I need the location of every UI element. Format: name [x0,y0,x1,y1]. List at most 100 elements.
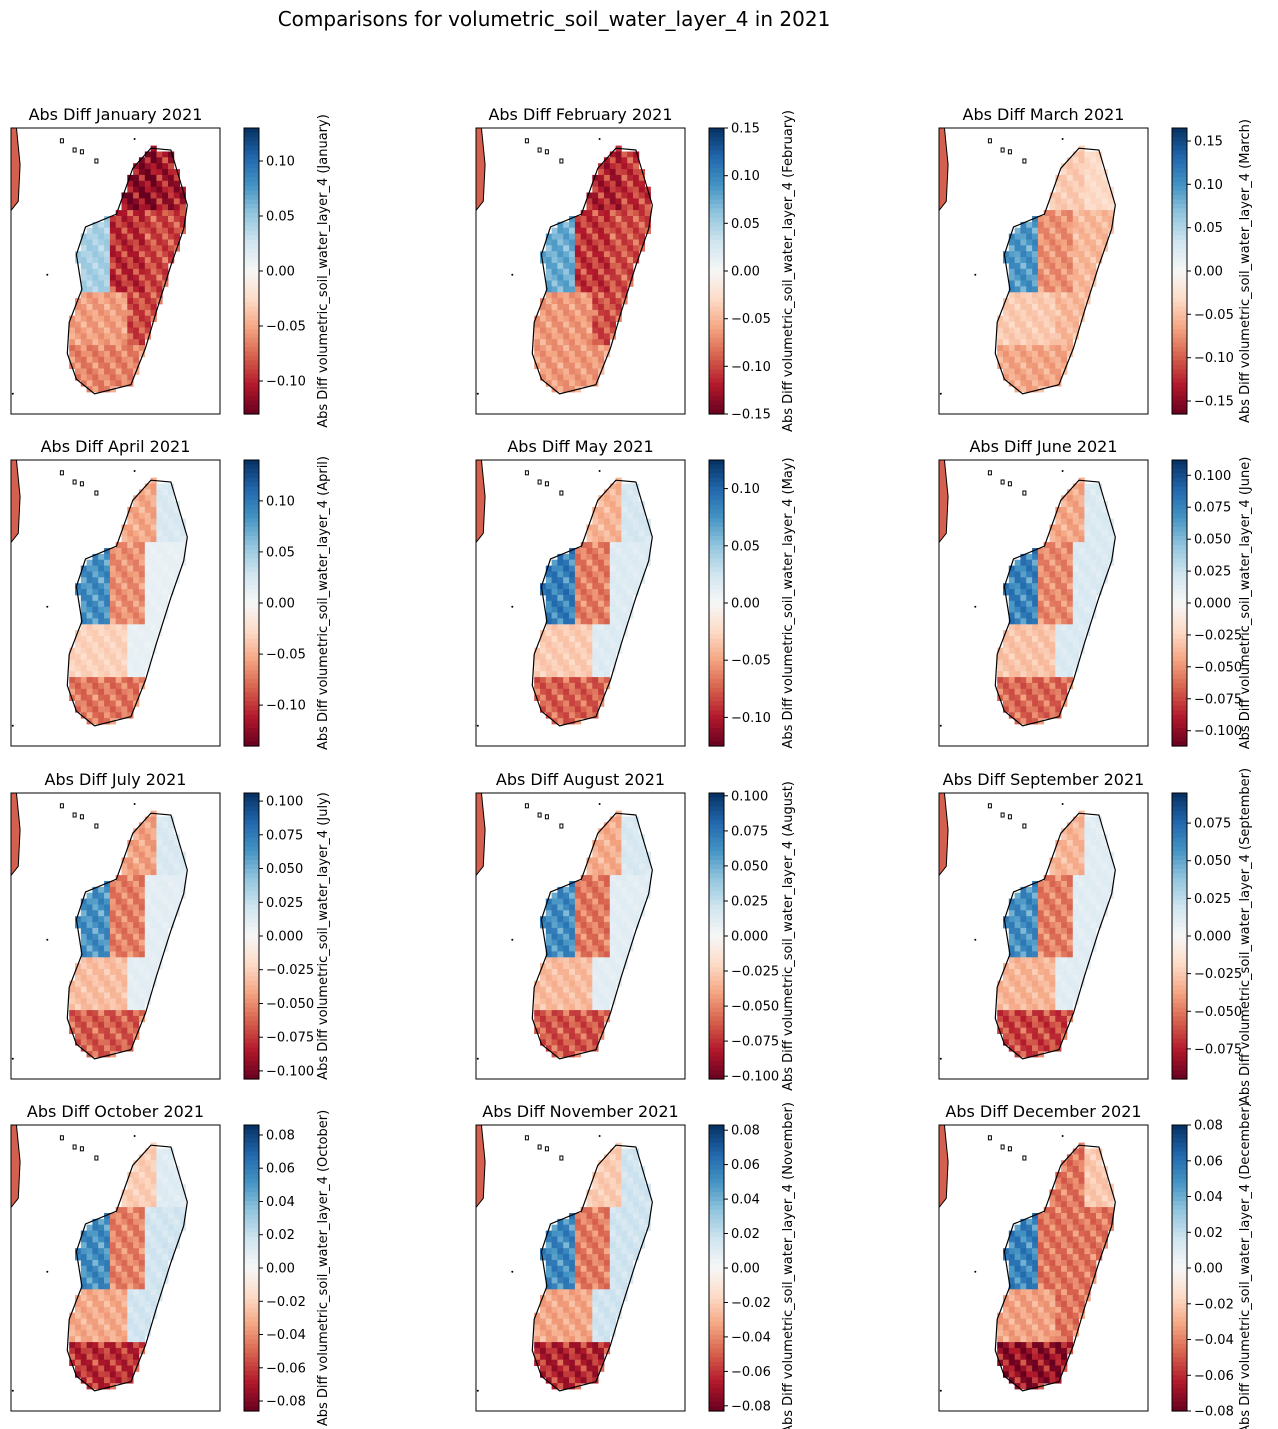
anomaly-cell [1049,304,1056,311]
anomaly-cell [144,886,151,894]
anomaly-cell [574,881,582,888]
anomaly-cell [534,333,541,340]
anomaly-cell [121,1033,128,1040]
anomaly-cell [144,963,151,970]
colorbar-segment [709,477,724,483]
anomaly-cell [75,665,82,672]
anomaly-cell [92,298,99,305]
anomaly-cell [1096,828,1103,835]
anomaly-cell [109,321,117,328]
anomaly-cell [598,665,605,672]
anomaly-cell [1020,321,1027,328]
anomaly-cell [609,933,616,941]
anomaly-cell [92,380,99,387]
anomaly-cell [1090,863,1097,870]
anomaly-cell [574,618,582,625]
colorbar-segment [1172,239,1187,245]
colorbar-segment [244,382,259,388]
anomaly-cell [144,951,151,958]
anomaly-cell [1037,221,1045,229]
anomaly-cell [598,192,605,199]
anomaly-cell [586,221,593,229]
anomaly-cell [1032,221,1039,229]
anomaly-cell [1084,828,1091,835]
anomaly-cell [138,268,146,276]
anomaly-cell [92,682,99,690]
anomaly-cell [98,345,105,352]
anomaly-cell [1061,506,1068,514]
anomaly-cell [545,612,552,619]
anomaly-cell [551,688,558,696]
anomaly-cell [1072,659,1079,666]
anomaly-cell [144,565,151,572]
anomaly-cell [86,583,93,590]
anomaly-cell [133,904,140,911]
anomaly-cell [638,518,645,525]
anomaly-cell [127,1010,134,1017]
anomaly-cell [92,553,99,561]
small-island [544,149,549,155]
colorbar-segment [1172,723,1187,729]
anomaly-cell [1078,583,1085,590]
colorbar-segment [709,882,724,888]
anomaly-cell [545,245,552,252]
anomaly-cell [144,298,151,305]
anomaly-cell [627,151,634,158]
anomaly-cell [1055,321,1062,328]
anomaly-cell [627,559,634,566]
anomaly-cell [1078,186,1085,193]
anomaly-cell [138,898,146,905]
anomaly-cell [133,298,140,305]
colorbar: 0.1000.0750.0500.0250.000−0.025−0.050−0.… [243,792,331,1080]
anomaly-cell [75,998,82,1005]
islet-dot [511,273,514,276]
anomaly-cell [592,857,599,864]
anomaly-cell [557,362,564,369]
anomaly-cell [138,198,146,205]
anomaly-cell [104,356,111,364]
anomaly-cell [1043,647,1050,654]
colorbar-segment [244,288,259,294]
colorbar-segment [709,562,724,568]
anomaly-cell [1078,571,1085,578]
anomaly-cell [545,362,552,369]
anomaly-cell [1032,286,1039,293]
anomaly-cell [551,712,558,719]
anomaly-cell [133,559,140,566]
anomaly-cell [627,589,634,596]
anomaly-cell [997,345,1004,352]
colorbar-segment [244,900,259,906]
anomaly-cell [86,910,93,917]
anomaly-cell [638,198,645,205]
anomaly-cell [627,239,634,246]
anomaly-cell [156,553,163,561]
anomaly-cell [574,898,582,905]
anomaly-cell [144,274,151,281]
anomaly-cell [997,315,1004,322]
anomaly-cell [69,1015,76,1023]
anomaly-cell [92,333,99,340]
anomaly-cell [150,251,157,258]
anomaly-cell [80,606,87,613]
colorbar-segment [709,1029,724,1035]
anomaly-cell [133,506,140,514]
colorbar-segment [244,150,259,156]
colorbar-segment [244,279,259,286]
anomaly-cell [1061,339,1068,346]
map-border [475,792,686,1080]
anomaly-cell [633,163,640,170]
anomaly-cell [150,506,157,514]
anomaly-cell [1049,600,1056,608]
anomaly-cell [627,221,634,229]
anomaly-cell [598,963,605,970]
anomaly-cell [540,916,547,923]
anomaly-cell [156,600,163,608]
anomaly-cell [1090,518,1097,525]
anomaly-cell [1072,315,1079,322]
anomaly-cell [609,641,616,649]
anomaly-cell [1101,839,1108,847]
anomaly-cell [644,221,651,229]
anomaly-cell [534,350,541,358]
anomaly-cell [104,694,111,701]
anomaly-cell [1020,694,1027,701]
